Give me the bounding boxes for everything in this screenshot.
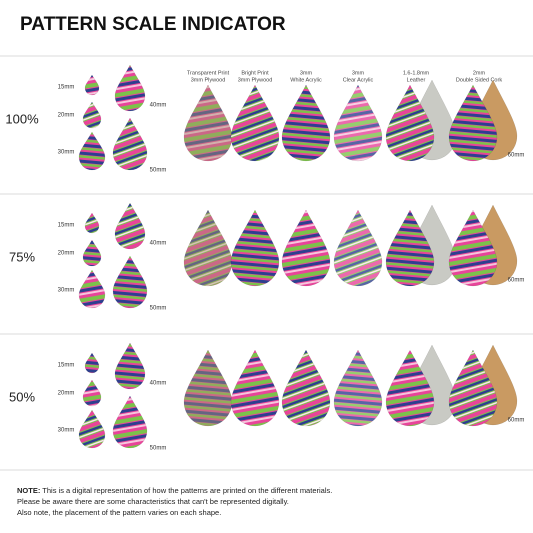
material-label: 3mm Plywood — [238, 77, 273, 83]
note-label: NOTE: — [17, 486, 40, 495]
teardrop — [78, 269, 106, 309]
teardrop — [82, 101, 102, 129]
scale-label: 75% — [9, 249, 35, 264]
size-label: 30mm — [58, 428, 75, 434]
size-label: 30mm — [58, 288, 75, 294]
size-label: 20mm — [58, 113, 75, 119]
scale-label: 100% — [5, 111, 39, 126]
teardrop — [84, 212, 100, 234]
teardrop — [281, 349, 331, 427]
teardrop — [448, 84, 498, 162]
note: NOTE: This is a digital representation o… — [17, 486, 332, 495]
teardrop — [112, 395, 148, 449]
teardrop — [385, 349, 435, 427]
material-label: Leather — [407, 77, 426, 83]
material-label: White Acrylic — [290, 77, 322, 83]
material-label: Double Sided Cork — [456, 77, 502, 83]
size-label: 50mm — [150, 446, 167, 452]
note-line: Please be aware there are some character… — [17, 497, 289, 506]
teardrop — [448, 349, 498, 427]
teardrop — [114, 202, 146, 250]
material-label: 1.6-1.8mm — [403, 70, 430, 76]
teardrop — [230, 209, 280, 287]
teardrop — [183, 84, 233, 162]
tint — [334, 85, 382, 161]
teardrop — [114, 64, 146, 112]
tint — [184, 210, 232, 286]
size-label: 60mm — [508, 418, 525, 424]
teardrop — [78, 409, 106, 449]
teardrop — [84, 74, 100, 96]
tint — [334, 210, 382, 286]
size-label: 40mm — [150, 381, 167, 387]
note-line: This is a digital representation of how … — [42, 486, 332, 495]
teardrop — [333, 84, 383, 162]
teardrop — [385, 84, 435, 162]
scale-label: 50% — [9, 389, 35, 404]
note-line: Also note, the placement of the pattern … — [17, 508, 221, 517]
material-label: Clear Acrylic — [343, 77, 374, 83]
material-label: 3mm — [352, 70, 365, 76]
size-label: 60mm — [508, 278, 525, 284]
size-label: 60mm — [508, 153, 525, 159]
teardrop — [112, 255, 148, 309]
title: PATTERN SCALE INDICATOR — [20, 14, 286, 35]
size-label: 20mm — [58, 251, 75, 257]
teardrop — [230, 349, 280, 427]
teardrop — [385, 209, 435, 287]
size-label: 30mm — [58, 150, 75, 156]
teardrop — [281, 84, 331, 162]
tint — [184, 350, 232, 426]
size-label: 15mm — [58, 85, 75, 91]
size-label: 40mm — [150, 241, 167, 247]
teardrop — [333, 349, 383, 427]
material-label: Bright Print — [241, 70, 269, 76]
material-label: 2mm — [473, 70, 486, 76]
size-label: 20mm — [58, 391, 75, 397]
teardrop — [84, 352, 100, 374]
teardrop — [333, 209, 383, 287]
size-label: 50mm — [150, 306, 167, 312]
teardrop — [183, 209, 233, 287]
teardrop — [281, 209, 331, 287]
material-label: Transparent Print — [187, 70, 230, 76]
size-label: 40mm — [150, 103, 167, 109]
teardrop — [78, 131, 106, 171]
material-label: 3mm — [300, 70, 313, 76]
teardrop — [448, 209, 498, 287]
teardrop — [112, 117, 148, 171]
material-label: 3mm Plywood — [191, 77, 226, 83]
tint — [184, 85, 232, 161]
size-label: 15mm — [58, 363, 75, 369]
tint — [334, 350, 382, 426]
teardrop — [114, 342, 146, 390]
size-label: 50mm — [150, 168, 167, 174]
teardrop — [82, 239, 102, 267]
size-label: 15mm — [58, 223, 75, 229]
teardrop — [183, 349, 233, 427]
teardrop — [230, 84, 280, 162]
teardrop — [82, 379, 102, 407]
